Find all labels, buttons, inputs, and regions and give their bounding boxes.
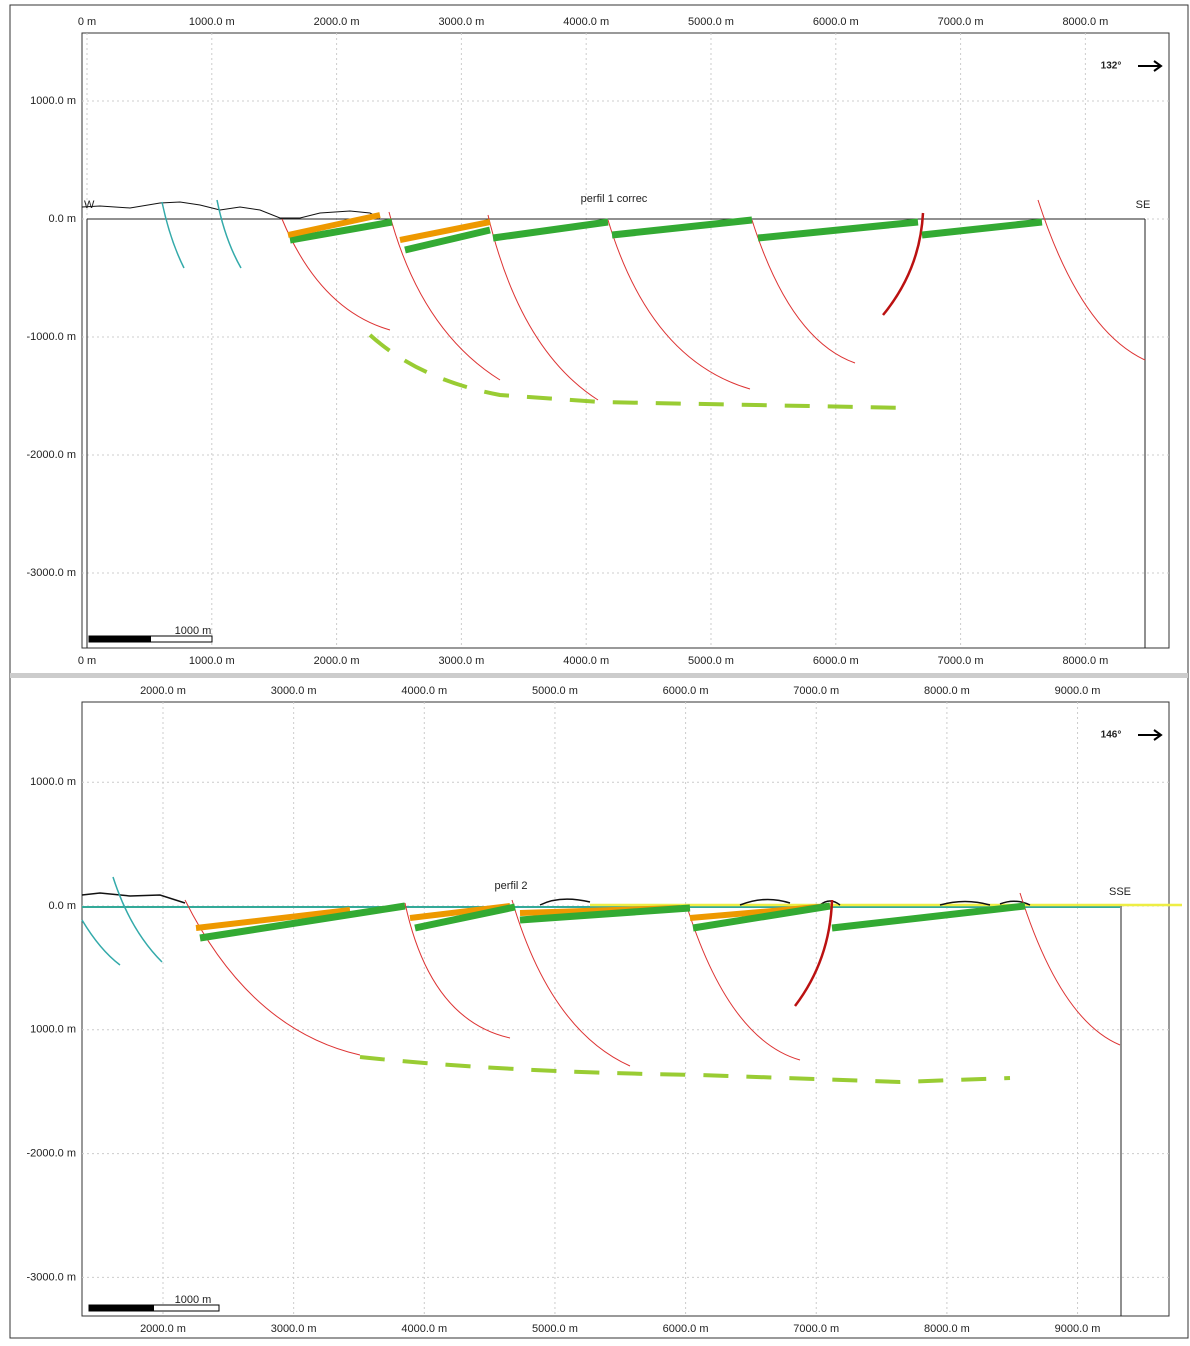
- x-tick-label: 9000.0 m: [1055, 685, 1101, 697]
- x-tick-label: 0 m: [78, 655, 96, 667]
- x-tick-label: 7000.0 m: [938, 16, 984, 28]
- y-tick-label: -3000.0 m: [26, 567, 76, 579]
- y-tick-label: 0.0 m: [48, 213, 76, 225]
- x-tick-label: 9000.0 m: [1055, 1323, 1101, 1335]
- y-tick-label: 0.0 m: [48, 900, 76, 912]
- x-tick-label: 6000.0 m: [663, 685, 709, 697]
- x-tick-label: 5000.0 m: [688, 16, 734, 28]
- x-tick-label: 4000.0 m: [563, 16, 609, 28]
- x-tick-label: 3000.0 m: [438, 655, 484, 667]
- end-label: SE: [1136, 199, 1151, 211]
- profile-label: perfil 1 correc: [581, 193, 648, 205]
- x-tick-label: 7000.0 m: [938, 655, 984, 667]
- separator: [10, 673, 1188, 678]
- x-tick-label: 8000.0 m: [1062, 16, 1108, 28]
- scale-label: 1000 m: [175, 1294, 212, 1306]
- x-tick-label: 5000.0 m: [532, 1323, 578, 1335]
- x-tick-label: 5000.0 m: [532, 685, 578, 697]
- y-tick-label: -2000.0 m: [26, 1147, 76, 1159]
- scale-label: 1000 m: [175, 625, 212, 637]
- x-tick-label: 3000.0 m: [271, 685, 317, 697]
- x-tick-label: 0 m: [78, 16, 96, 28]
- x-tick-label: 7000.0 m: [793, 1323, 839, 1335]
- outer-frame: [9, 4, 1189, 1339]
- profile-label: perfil 2: [494, 880, 527, 892]
- x-tick-label: 8000.0 m: [924, 1323, 970, 1335]
- y-tick-label: -3000.0 m: [26, 1271, 76, 1283]
- section-1-geology: [81, 60, 1163, 648]
- x-tick-label: 8000.0 m: [924, 685, 970, 697]
- section-2-geology: [81, 729, 1182, 1316]
- x-tick-label: 6000.0 m: [813, 16, 859, 28]
- x-tick-label: 1000.0 m: [189, 16, 235, 28]
- x-tick-label: 8000.0 m: [1062, 655, 1108, 667]
- x-tick-label: 6000.0 m: [813, 655, 859, 667]
- x-tick-label: 4000.0 m: [401, 1323, 447, 1335]
- y-tick-label: -1000.0 m: [26, 331, 76, 343]
- end-label: SSE: [1109, 886, 1131, 898]
- x-tick-label: 2000.0 m: [314, 16, 360, 28]
- x-tick-label: 4000.0 m: [401, 685, 447, 697]
- y-tick-label: 1000.0 m: [30, 776, 76, 788]
- x-tick-label: 2000.0 m: [140, 685, 186, 697]
- end-label: W: [84, 199, 95, 211]
- x-tick-label: 5000.0 m: [688, 655, 734, 667]
- x-tick-label: 2000.0 m: [140, 1323, 186, 1335]
- y-tick-label: -2000.0 m: [26, 449, 76, 461]
- x-tick-label: 3000.0 m: [438, 16, 484, 28]
- x-tick-label: 4000.0 m: [563, 655, 609, 667]
- y-tick-label: 1000.0 m: [30, 95, 76, 107]
- x-tick-label: 2000.0 m: [314, 655, 360, 667]
- azimuth: 146°: [1101, 730, 1122, 741]
- x-tick-label: 1000.0 m: [189, 655, 235, 667]
- x-tick-label: 3000.0 m: [271, 1323, 317, 1335]
- x-tick-label: 7000.0 m: [793, 685, 839, 697]
- plot-frame: [81, 32, 1170, 649]
- x-tick-label: 6000.0 m: [663, 1323, 709, 1335]
- y-tick-label: 1000.0 m: [30, 1024, 76, 1036]
- plot-frame: [81, 701, 1170, 1317]
- azimuth: 132°: [1101, 61, 1122, 72]
